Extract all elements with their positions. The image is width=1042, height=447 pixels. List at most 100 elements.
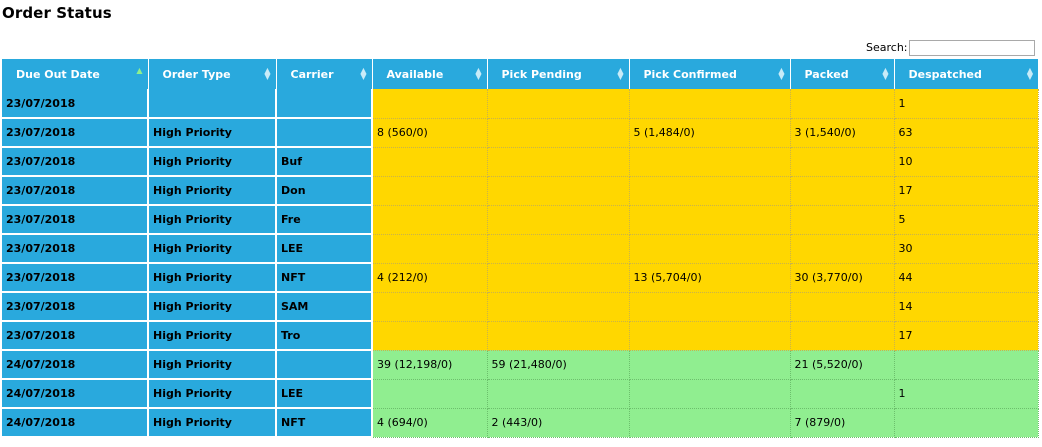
date-cell: 23/07/2018 [2,321,149,351]
order-type-cell: High Priority [148,263,277,293]
date-cell: 23/07/2018 [2,234,149,264]
column-header-pick-pending[interactable]: Pick Pending ▲ ▼ [487,59,630,89]
date-cell: 23/07/2018 [2,176,149,206]
column-header-label: Available [386,67,444,81]
table-header-row: Due Out Date ▲▼ Order Type ▲▼ Carrier ▲▼ Av… [2,59,1038,89]
pick-confirmed-cell [629,234,791,264]
pick-pending-cell [487,89,630,119]
column-header-despatched[interactable]: Despatched ▲ ▼ [894,59,1038,89]
table-row[interactable]: 24/07/2018 High Priority NFT 4 (694/0) 2 (44… [2,408,1039,438]
date-cell: 24/07/2018 [2,379,149,409]
column-header-label: Order Type [162,67,231,81]
pick-confirmed-cell: 13 (5,704/0) [629,263,791,293]
pick-pending-cell: 2 (443/0) [487,408,630,438]
table-row[interactable]: 23/07/2018 High Priority NFT 4 (212/0) 13 (5… [2,263,1039,293]
carrier-cell: Don [276,176,373,206]
column-header-label: Pick Confirmed [643,67,737,81]
packed-cell [790,292,895,322]
pick-confirmed-cell [629,176,791,206]
table-row[interactable]: 24/07/2018 High Priority LEE 1 [2,379,1039,409]
column-header-available[interactable]: Available ▲ ▼ [372,59,488,89]
table-row[interactable]: 23/07/2018 High Priority 8 (560/0) 5 (1,484… [2,118,1039,148]
table-row[interactable]: 23/07/2018 1 [2,89,1039,119]
column-header-carrier[interactable]: Carrier ▲ ▼ [276,59,373,89]
sort-icon: ▲ ▼ [1026,66,1033,81]
packed-cell [790,176,895,206]
table-row[interactable]: 23/07/2018 High Priority Buf 10 [2,147,1039,177]
date-cell: 23/07/2018 [2,205,149,235]
available-cell [372,292,488,322]
available-cell: 39 (12,198/0) [372,350,488,380]
order-type-cell: High Priority [148,292,277,322]
table-row[interactable]: 23/07/2018 High Priority SAM 14 [2,292,1039,322]
packed-cell: 30 (3,770/0) [790,263,895,293]
order-type-cell [148,89,277,119]
date-cell: 23/07/2018 [2,263,149,293]
carrier-cell [276,350,373,380]
despatched-cell [894,350,1039,380]
available-cell [372,176,488,206]
order-type-cell: High Priority [148,321,277,351]
table-row[interactable]: 23/07/2018 High Priority LEE 30 [2,234,1039,264]
pick-pending-cell [487,176,630,206]
available-cell [372,205,488,235]
carrier-cell: Buf [276,147,373,177]
pick-confirmed-cell [629,205,791,235]
sort-icon: ▲ ▼ [475,66,482,81]
pick-pending-cell: 59 (21,480/0) [487,350,630,380]
order-type-cell: High Priority [148,147,277,177]
available-cell: 4 (212/0) [372,263,488,293]
carrier-cell: SAM [276,292,373,322]
pick-pending-cell [487,292,630,322]
column-header-order-type[interactable]: Order Type ▲ ▼ [148,59,277,89]
order-type-cell: High Priority [148,205,277,235]
table-row[interactable]: 23/07/2018 High Priority Don 17 [2,176,1039,206]
order-type-cell: High Priority [148,118,277,148]
carrier-cell: LEE [276,234,373,264]
carrier-cell: LEE [276,379,373,409]
sort-icon: ▲ ▼ [264,66,271,81]
despatched-cell: 63 [894,118,1039,148]
table-row[interactable]: 23/07/2018 High Priority Fre 5 [2,205,1039,235]
sort-icon: ▲ ▼ [360,66,367,81]
despatched-cell: 44 [894,263,1039,293]
pick-confirmed-cell: 5 (1,484/0) [629,118,791,148]
carrier-cell: NFT [276,263,373,293]
table-row[interactable]: 24/07/2018 High Priority 39 (12,198/0) 59 (… [2,350,1039,380]
order-type-cell: High Priority [148,408,277,438]
packed-cell: 3 (1,540/0) [790,118,895,148]
page-title: Order Status [2,4,112,22]
despatched-cell: 30 [894,234,1039,264]
packed-cell: 21 (5,520/0) [790,350,895,380]
order-status-table: Due Out Date ▲▼ Order Type ▲▼ Carrier ▲▼ Av… [2,59,1039,438]
despatched-cell: 5 [894,205,1039,235]
column-header-pick-confirmed[interactable]: Pick Confirmed ▲ ▼ [629,59,791,89]
sort-ascending-icon: ▲▼ [136,66,143,75]
despatched-cell: 17 [894,321,1039,351]
pick-confirmed-cell [629,147,791,177]
carrier-cell: Fre [276,205,373,235]
available-cell: 8 (560/0) [372,118,488,148]
carrier-cell [276,89,373,119]
despatched-cell: 10 [894,147,1039,177]
search-label: Search: [866,41,908,54]
available-cell [372,147,488,177]
despatched-cell: 17 [894,176,1039,206]
sort-icon: ▲ ▼ [778,66,785,81]
packed-cell [790,89,895,119]
available-cell [372,379,488,409]
pick-confirmed-cell [629,89,791,119]
order-type-cell: High Priority [148,176,277,206]
table-row[interactable]: 23/07/2018 High Priority Tro 17 [2,321,1039,351]
table-body: 23/07/2018 1 23/07/2018 High Priority 8 (560… [2,89,1039,438]
date-cell: 24/07/2018 [2,350,149,380]
despatched-cell: 1 [894,89,1039,119]
pick-pending-cell [487,205,630,235]
pick-pending-cell [487,379,630,409]
column-header-packed[interactable]: Packed ▲ ▼ [790,59,895,89]
column-header-due-out-date[interactable]: Due Out Date ▲▼ [2,59,149,89]
search-input[interactable] [909,40,1035,56]
sort-icon: ▲ ▼ [617,66,624,81]
packed-cell [790,205,895,235]
column-header-label: Carrier [290,67,334,81]
